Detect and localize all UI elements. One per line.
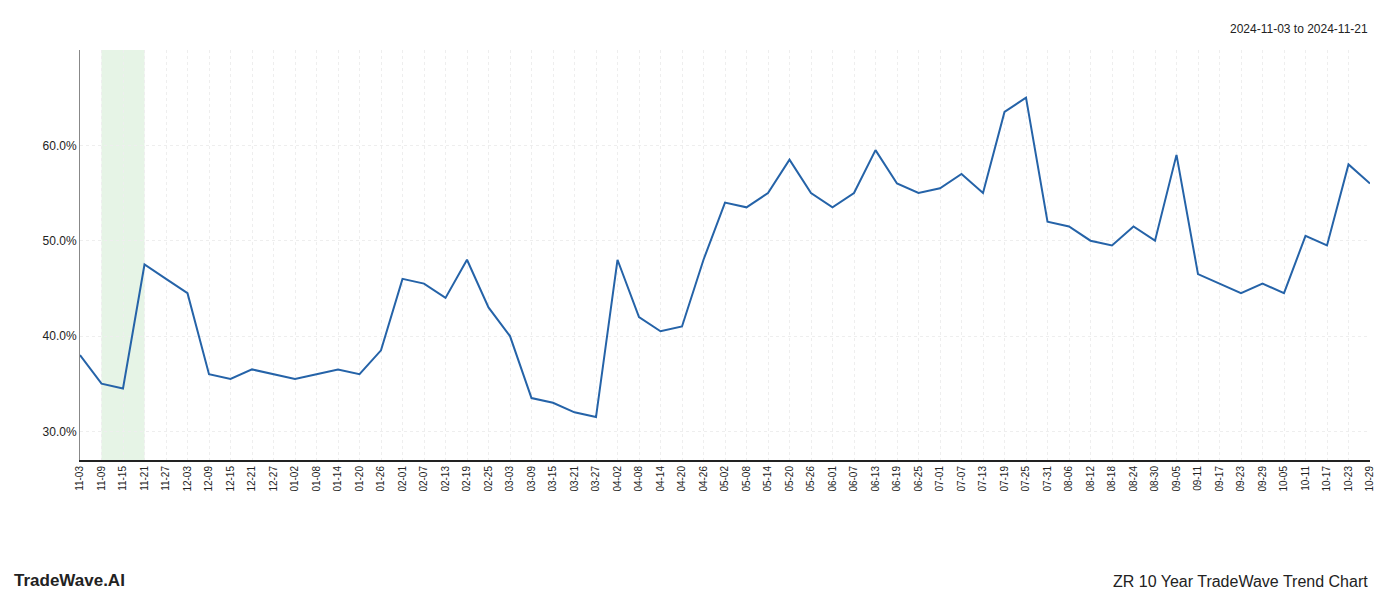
svg-text:60.0%: 60.0% xyxy=(43,139,77,153)
svg-text:40.0%: 40.0% xyxy=(43,329,77,343)
svg-text:01-08: 01-08 xyxy=(311,466,322,492)
svg-text:2024-11-03 to 2024-11-21: 2024-11-03 to 2024-11-21 xyxy=(1230,22,1368,36)
svg-text:03-27: 03-27 xyxy=(590,466,601,492)
svg-text:07-01: 07-01 xyxy=(934,466,945,492)
svg-text:11-03: 11-03 xyxy=(74,466,85,491)
svg-text:04-14: 04-14 xyxy=(655,466,666,492)
svg-text:05-26: 05-26 xyxy=(805,466,816,492)
svg-text:04-02: 04-02 xyxy=(612,466,623,492)
svg-text:02-07: 02-07 xyxy=(418,466,429,492)
svg-text:06-13: 06-13 xyxy=(870,466,881,492)
svg-text:01-14: 01-14 xyxy=(332,466,343,492)
svg-text:08-12: 08-12 xyxy=(1085,466,1096,492)
svg-text:06-01: 06-01 xyxy=(827,466,838,492)
svg-text:04-26: 04-26 xyxy=(698,466,709,492)
svg-text:11-09: 11-09 xyxy=(96,466,107,491)
svg-text:02-25: 02-25 xyxy=(483,466,494,492)
svg-text:10-23: 10-23 xyxy=(1343,466,1354,492)
svg-text:07-31: 07-31 xyxy=(1042,466,1053,492)
svg-text:50.0%: 50.0% xyxy=(43,234,77,248)
svg-text:07-13: 07-13 xyxy=(977,466,988,492)
svg-text:09-17: 09-17 xyxy=(1214,466,1225,492)
svg-text:09-23: 09-23 xyxy=(1235,466,1246,492)
svg-text:01-02: 01-02 xyxy=(289,466,300,492)
svg-text:09-11: 09-11 xyxy=(1192,466,1203,491)
svg-text:12-09: 12-09 xyxy=(203,466,214,492)
svg-text:11-21: 11-21 xyxy=(139,466,150,491)
svg-text:02-13: 02-13 xyxy=(440,466,451,492)
svg-text:03-15: 03-15 xyxy=(547,466,558,492)
svg-text:11-27: 11-27 xyxy=(160,466,171,491)
svg-text:12-03: 12-03 xyxy=(182,466,193,492)
svg-text:01-20: 01-20 xyxy=(354,466,365,492)
svg-text:10-11: 10-11 xyxy=(1300,466,1311,491)
svg-text:TradeWave.AI: TradeWave.AI xyxy=(14,571,125,590)
svg-text:05-08: 05-08 xyxy=(741,466,752,492)
svg-text:05-02: 05-02 xyxy=(719,466,730,492)
svg-text:30.0%: 30.0% xyxy=(43,425,77,439)
svg-text:05-14: 05-14 xyxy=(762,466,773,492)
svg-text:07-07: 07-07 xyxy=(956,466,967,492)
svg-text:08-18: 08-18 xyxy=(1106,466,1117,492)
svg-text:02-01: 02-01 xyxy=(397,466,408,492)
svg-text:08-30: 08-30 xyxy=(1149,466,1160,492)
svg-text:03-09: 03-09 xyxy=(526,466,537,492)
svg-text:11-15: 11-15 xyxy=(117,466,128,491)
svg-text:12-15: 12-15 xyxy=(225,466,236,492)
svg-text:08-06: 08-06 xyxy=(1063,466,1074,492)
svg-text:02-19: 02-19 xyxy=(461,466,472,492)
svg-text:06-25: 06-25 xyxy=(913,466,924,492)
svg-text:08-24: 08-24 xyxy=(1128,466,1139,492)
svg-text:06-07: 06-07 xyxy=(848,466,859,492)
svg-text:10-05: 10-05 xyxy=(1278,466,1289,492)
svg-text:07-19: 07-19 xyxy=(999,466,1010,492)
svg-text:09-05: 09-05 xyxy=(1171,466,1182,492)
svg-text:10-17: 10-17 xyxy=(1321,466,1332,492)
svg-text:04-08: 04-08 xyxy=(633,466,644,492)
svg-text:06-19: 06-19 xyxy=(891,466,902,492)
svg-text:04-20: 04-20 xyxy=(676,466,687,492)
svg-text:12-27: 12-27 xyxy=(268,466,279,492)
svg-text:12-21: 12-21 xyxy=(246,466,257,492)
svg-text:03-21: 03-21 xyxy=(569,466,580,492)
svg-text:09-29: 09-29 xyxy=(1257,466,1268,492)
svg-text:01-26: 01-26 xyxy=(375,466,386,492)
svg-text:03-03: 03-03 xyxy=(504,466,515,492)
svg-text:05-20: 05-20 xyxy=(784,466,795,492)
svg-text:07-25: 07-25 xyxy=(1020,466,1031,492)
svg-text:10-29: 10-29 xyxy=(1364,466,1375,492)
svg-text:ZR 10 Year TradeWave Trend Cha: ZR 10 Year TradeWave Trend Chart xyxy=(1113,573,1368,590)
